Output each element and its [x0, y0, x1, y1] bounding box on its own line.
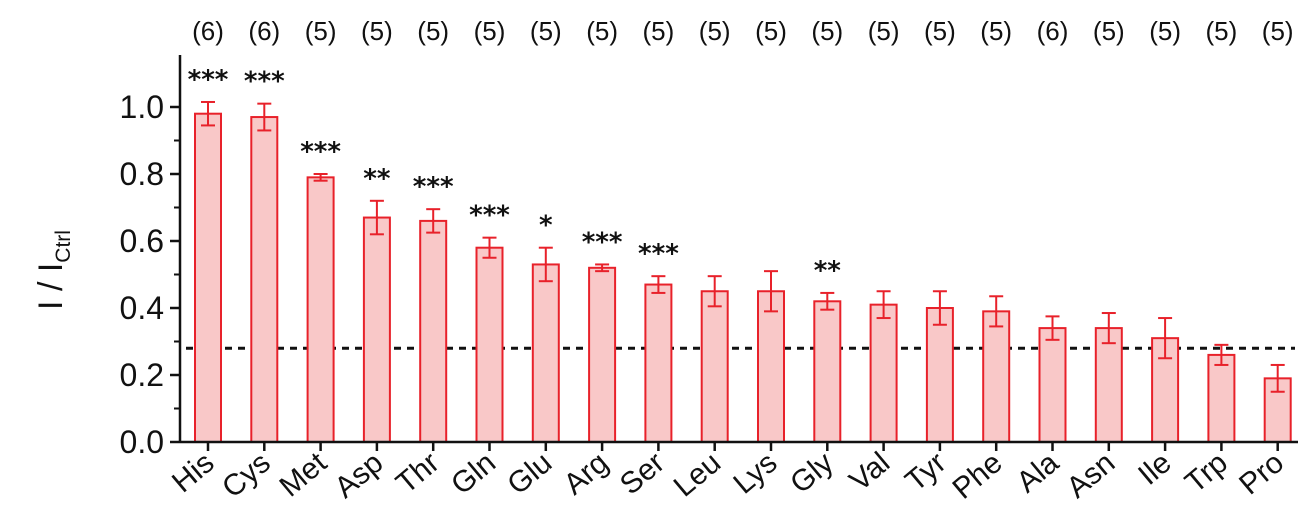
bar	[700, 290, 729, 443]
x-tick-label: Leu	[668, 446, 728, 503]
y-axis-label: I / ICtrl	[32, 230, 75, 310]
x-tick-label: Pro	[1233, 446, 1290, 501]
sample-size-label: (5)	[1149, 16, 1181, 46]
x-tick-label: Thr	[390, 446, 446, 500]
bar	[1038, 327, 1067, 444]
bar	[644, 283, 673, 443]
x-tick-label: Asn	[1060, 446, 1121, 505]
y-tick-label: 0.0	[120, 424, 164, 460]
bar	[250, 116, 279, 444]
x-tick-label: Trp	[1179, 446, 1234, 499]
significance-label: *	[539, 211, 553, 241]
y-axis-label-subscript: Ctrl	[52, 230, 75, 263]
significance-label: **	[363, 164, 391, 194]
x-tick-label: Lys	[727, 446, 783, 501]
bar	[306, 176, 335, 443]
significance-label: ***	[413, 172, 454, 202]
sample-size-label: (5)	[755, 16, 787, 46]
significance-label: ***	[469, 201, 510, 231]
x-tick-label: His	[166, 446, 220, 499]
bar	[475, 246, 504, 443]
x-tick-label: Ile	[1132, 446, 1177, 492]
y-axis-label-main: I / I	[32, 263, 70, 310]
sample-size-label: (6)	[1037, 16, 1069, 46]
x-tick-label: Tyr	[899, 446, 952, 498]
bar	[588, 266, 617, 443]
bar	[1094, 327, 1123, 444]
significance-label: ***	[582, 227, 623, 257]
bar	[982, 310, 1011, 443]
sample-size-label: (5)	[699, 16, 731, 46]
y-tick-label: 0.4	[120, 290, 164, 326]
x-tick-label: Arg	[558, 446, 615, 501]
sample-size-label: (5)	[980, 16, 1012, 46]
sample-size-label: (5)	[474, 16, 506, 46]
sample-size-label: (5)	[586, 16, 618, 46]
x-tick-label: Glu	[501, 446, 558, 501]
x-tick-label: Ala	[1011, 446, 1066, 499]
x-tick-label: Cys	[216, 446, 277, 504]
x-tick-label: Ser	[614, 446, 671, 501]
x-tick-label: Gly	[784, 446, 840, 500]
sample-size-label: (6)	[192, 16, 224, 46]
bar	[869, 303, 898, 443]
y-tick-label: 0.2	[120, 357, 164, 393]
bar	[1207, 353, 1236, 443]
x-tick-label: Val	[843, 446, 896, 498]
bar	[925, 307, 954, 443]
x-tick-label: Asp	[329, 446, 390, 505]
sample-size-label: (6)	[248, 16, 280, 46]
sample-size-label: (5)	[811, 16, 843, 46]
significance-label: ***	[188, 65, 229, 95]
y-tick-label: 1.0	[120, 89, 164, 125]
sample-size-label: (5)	[530, 16, 562, 46]
sample-size-label: (5)	[924, 16, 956, 46]
bar	[813, 300, 842, 443]
sample-size-label: (5)	[1262, 16, 1294, 46]
bar	[194, 112, 222, 443]
sample-size-label: (5)	[868, 16, 900, 46]
sample-size-label: (5)	[305, 16, 337, 46]
sample-size-label: (5)	[361, 16, 393, 46]
y-tick-label: 0.6	[120, 223, 164, 259]
significance-label: **	[814, 256, 842, 286]
significance-label: ***	[300, 137, 341, 167]
sample-size-label: (5)	[643, 16, 675, 46]
plot-area: 0.00.20.40.60.81.0His(6)***Cys(6)***Met(…	[120, 16, 1298, 506]
significance-label: ***	[638, 239, 679, 269]
bar	[757, 290, 785, 443]
bar	[419, 219, 448, 443]
x-tick-label: Gln	[445, 446, 502, 501]
bar	[531, 263, 560, 444]
sample-size-label: (5)	[1093, 16, 1125, 46]
x-tick-label: Met	[274, 446, 334, 504]
sample-size-label: (5)	[1206, 16, 1238, 46]
y-tick-label: 0.8	[120, 156, 164, 192]
x-tick-label: Phe	[947, 446, 1009, 506]
sample-size-label: (5)	[417, 16, 449, 46]
significance-label: ***	[244, 67, 285, 97]
bar	[362, 216, 391, 443]
